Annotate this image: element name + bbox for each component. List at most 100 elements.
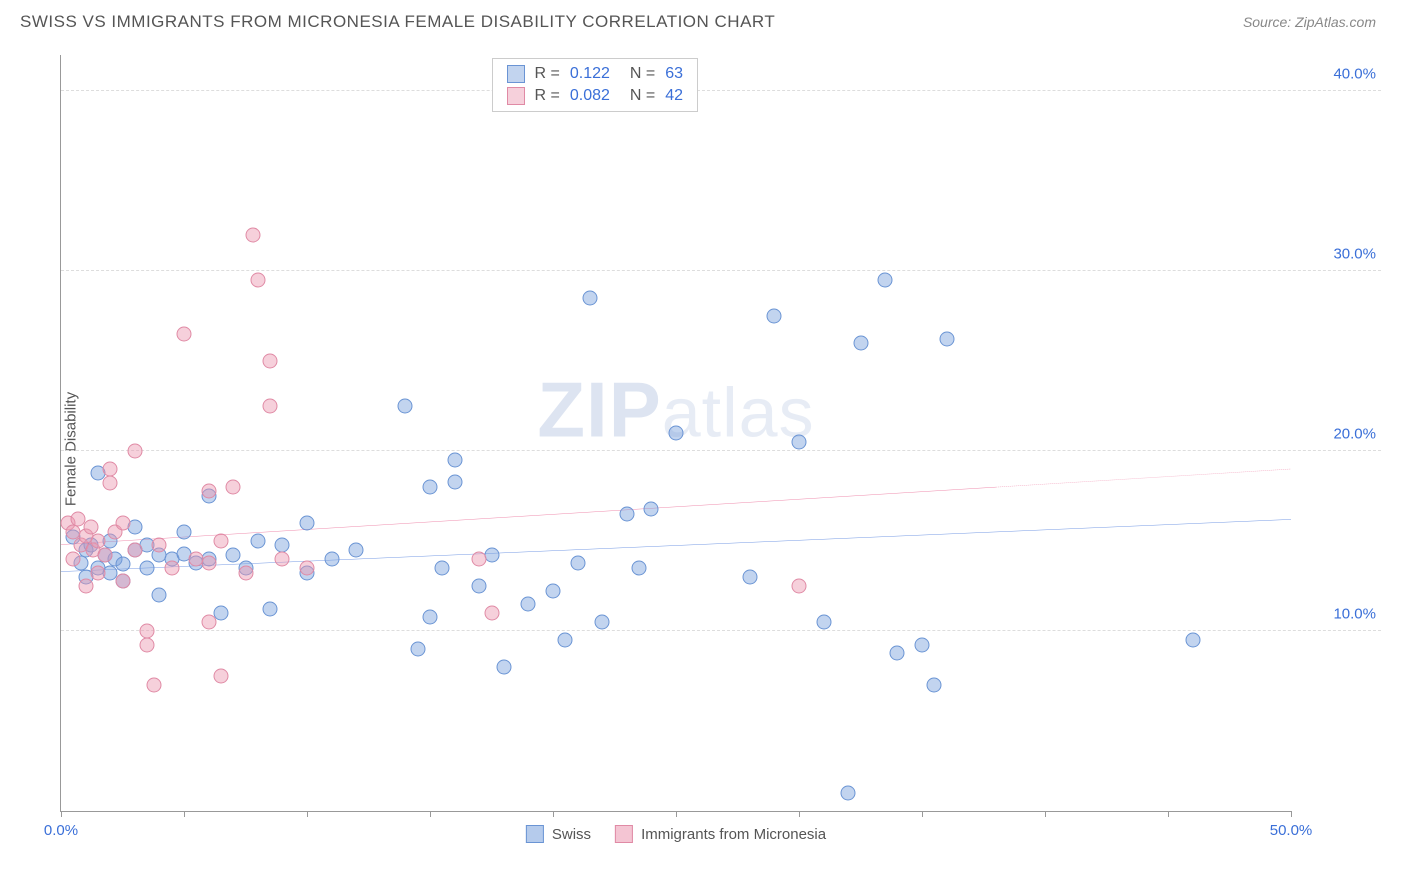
y-tick-label: 20.0% bbox=[1333, 426, 1376, 443]
swatch-swiss bbox=[507, 65, 525, 83]
data-point bbox=[98, 548, 113, 563]
x-tick bbox=[922, 811, 923, 817]
x-tick bbox=[184, 811, 185, 817]
data-point bbox=[816, 615, 831, 630]
data-point bbox=[263, 602, 278, 617]
data-point bbox=[152, 588, 167, 603]
data-point bbox=[669, 426, 684, 441]
data-point bbox=[484, 606, 499, 621]
chart-title: SWISS VS IMMIGRANTS FROM MICRONESIA FEMA… bbox=[20, 12, 775, 32]
data-point bbox=[447, 453, 462, 468]
x-tick bbox=[1168, 811, 1169, 817]
legend-item-swiss: Swiss bbox=[526, 825, 591, 843]
data-point bbox=[275, 537, 290, 552]
data-point bbox=[853, 336, 868, 351]
y-tick-label: 30.0% bbox=[1333, 246, 1376, 263]
data-point bbox=[939, 332, 954, 347]
data-point bbox=[792, 579, 807, 594]
y-tick-label: 40.0% bbox=[1333, 66, 1376, 83]
data-point bbox=[103, 476, 118, 491]
x-tick bbox=[553, 811, 554, 817]
data-point bbox=[496, 660, 511, 675]
data-point bbox=[570, 555, 585, 570]
swatch-micronesia bbox=[507, 87, 525, 105]
data-point bbox=[1185, 633, 1200, 648]
data-point bbox=[263, 354, 278, 369]
data-point bbox=[201, 483, 216, 498]
data-point bbox=[226, 548, 241, 563]
header-bar: SWISS VS IMMIGRANTS FROM MICRONESIA FEMA… bbox=[0, 0, 1406, 40]
gridline bbox=[61, 90, 1381, 91]
data-point bbox=[915, 638, 930, 653]
data-point bbox=[582, 291, 597, 306]
data-point bbox=[78, 579, 93, 594]
x-tick bbox=[676, 811, 677, 817]
data-point bbox=[66, 552, 81, 567]
data-point bbox=[423, 480, 438, 495]
data-point bbox=[83, 519, 98, 534]
x-tick bbox=[430, 811, 431, 817]
n-value-micronesia: 42 bbox=[665, 87, 683, 105]
plot-area: ZIPatlas R = 0.122 N = 63 R = 0.082 N = … bbox=[60, 55, 1291, 812]
data-point bbox=[90, 566, 105, 581]
stats-legend-box: R = 0.122 N = 63 R = 0.082 N = 42 bbox=[492, 58, 699, 112]
data-point bbox=[115, 573, 130, 588]
x-tick-label: 50.0% bbox=[1270, 822, 1313, 839]
legend-label-micronesia: Immigrants from Micronesia bbox=[641, 826, 826, 843]
r-value-swiss: 0.122 bbox=[570, 65, 610, 83]
x-tick bbox=[1291, 811, 1292, 817]
x-tick bbox=[61, 811, 62, 817]
data-point bbox=[201, 555, 216, 570]
data-point bbox=[300, 561, 315, 576]
data-point bbox=[115, 516, 130, 531]
data-point bbox=[140, 561, 155, 576]
data-point bbox=[546, 584, 561, 599]
x-tick bbox=[307, 811, 308, 817]
data-point bbox=[177, 525, 192, 540]
data-point bbox=[558, 633, 573, 648]
stats-row-micronesia: R = 0.082 N = 42 bbox=[507, 85, 684, 107]
data-point bbox=[423, 609, 438, 624]
data-point bbox=[213, 669, 228, 684]
data-point bbox=[472, 552, 487, 567]
data-point bbox=[140, 638, 155, 653]
data-point bbox=[152, 537, 167, 552]
data-point bbox=[644, 501, 659, 516]
data-point bbox=[595, 615, 610, 630]
data-point bbox=[275, 552, 290, 567]
gridline bbox=[61, 270, 1381, 271]
data-point bbox=[213, 606, 228, 621]
data-point bbox=[324, 552, 339, 567]
data-point bbox=[742, 570, 757, 585]
data-point bbox=[147, 678, 162, 693]
data-point bbox=[127, 543, 142, 558]
data-point bbox=[201, 615, 216, 630]
legend-swatch-swiss bbox=[526, 825, 544, 843]
data-point bbox=[177, 327, 192, 342]
data-point bbox=[521, 597, 536, 612]
data-point bbox=[164, 561, 179, 576]
n-value-swiss: 63 bbox=[665, 65, 683, 83]
data-point bbox=[238, 566, 253, 581]
data-point bbox=[349, 543, 364, 558]
data-point bbox=[127, 444, 142, 459]
data-point bbox=[300, 516, 315, 531]
legend-item-micronesia: Immigrants from Micronesia bbox=[615, 825, 826, 843]
stats-row-swiss: R = 0.122 N = 63 bbox=[507, 63, 684, 85]
data-point bbox=[410, 642, 425, 657]
data-point bbox=[213, 534, 228, 549]
r-value-micronesia: 0.082 bbox=[570, 87, 610, 105]
bottom-legend: Swiss Immigrants from Micronesia bbox=[526, 825, 826, 843]
gridline bbox=[61, 450, 1381, 451]
data-point bbox=[250, 273, 265, 288]
watermark: ZIPatlas bbox=[537, 365, 814, 456]
data-point bbox=[245, 228, 260, 243]
legend-swatch-micronesia bbox=[615, 825, 633, 843]
data-point bbox=[226, 480, 241, 495]
source-attribution: Source: ZipAtlas.com bbox=[1243, 14, 1376, 30]
x-tick bbox=[1045, 811, 1046, 817]
data-point bbox=[619, 507, 634, 522]
data-point bbox=[115, 557, 130, 572]
data-point bbox=[398, 399, 413, 414]
data-point bbox=[927, 678, 942, 693]
